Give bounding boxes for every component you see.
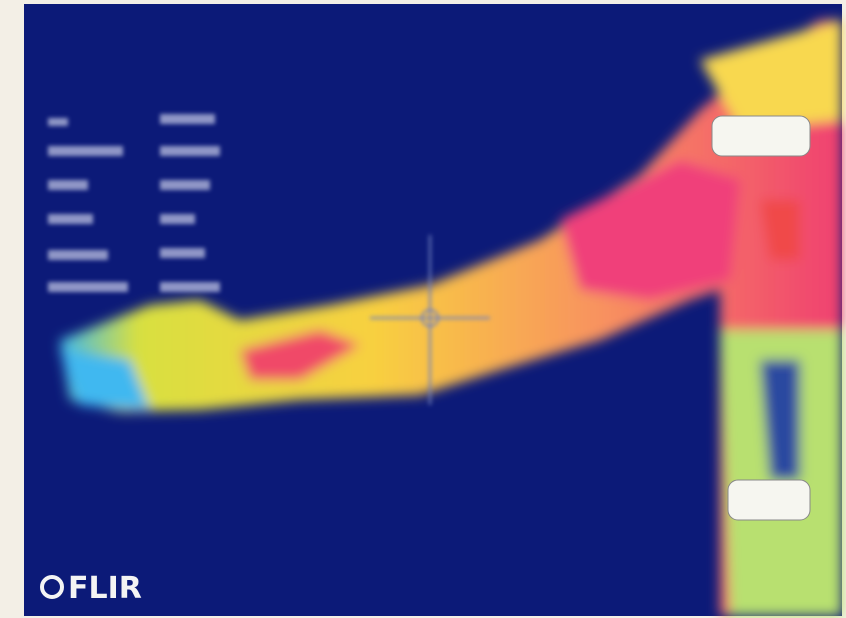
scale-max-box (711, 115, 811, 157)
logo-text: FLIR (68, 571, 142, 606)
parameter-readout (48, 114, 220, 292)
logo: FLIR (40, 571, 142, 606)
scale-min-box (727, 479, 811, 521)
crosshair (370, 235, 490, 405)
